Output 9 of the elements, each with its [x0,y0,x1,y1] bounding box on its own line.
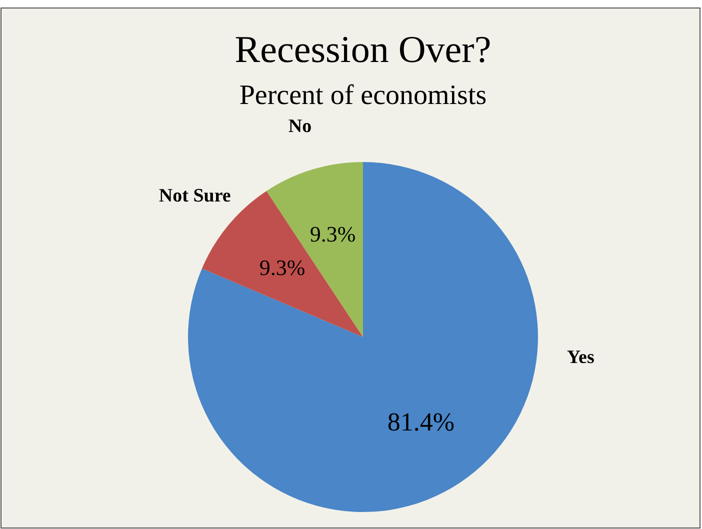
data-label: 9.3% [310,221,356,246]
pie-slice [188,162,538,512]
slice-label: Not Sure [158,185,231,206]
chart-title: Recession Over? [234,29,492,71]
data-label: 81.4% [387,408,455,437]
slice-label: No [288,116,312,137]
slice-label: Yes [566,347,594,368]
data-label: 9.3% [259,254,306,280]
chart-subtitle: Percent of economists [239,80,487,111]
